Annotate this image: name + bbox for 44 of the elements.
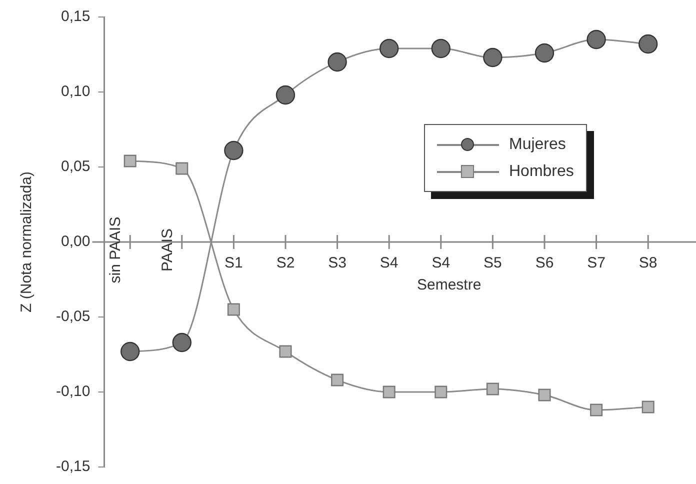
point xyxy=(483,48,502,68)
point xyxy=(124,154,136,168)
point xyxy=(328,52,347,72)
point xyxy=(172,332,192,352)
point xyxy=(642,400,654,414)
x-tick-label: S8 xyxy=(638,254,658,272)
legend-label: Mujeres xyxy=(509,136,566,154)
x-tick-label: S2 xyxy=(276,254,295,272)
y-tick-label: -0,10 xyxy=(56,383,90,400)
y-tick-label: -0,15 xyxy=(56,458,90,476)
y-tick-label: 0,00 xyxy=(60,233,90,250)
y-axis-title: Z (Nota normalizada) xyxy=(18,172,36,312)
x-tick-label: S4 xyxy=(380,254,398,272)
x-axis-title: Semestre xyxy=(416,276,482,294)
point xyxy=(379,38,399,58)
point xyxy=(120,342,140,362)
y-tick-label: 0,10 xyxy=(60,83,90,100)
legend-label: Hombres xyxy=(509,162,574,180)
y-tick-label: 0,15 xyxy=(60,8,90,26)
point xyxy=(538,388,551,402)
point xyxy=(331,374,344,386)
point xyxy=(279,345,292,358)
point xyxy=(638,34,658,54)
point xyxy=(434,386,448,398)
point xyxy=(590,404,603,416)
x-tick-label: S5 xyxy=(484,254,502,272)
point xyxy=(431,38,450,58)
point xyxy=(586,30,606,50)
point xyxy=(486,382,499,396)
x-tick-label: S6 xyxy=(535,254,554,272)
x-tick-label: sin PAAIS xyxy=(107,216,124,284)
point xyxy=(227,303,240,316)
point xyxy=(176,162,188,175)
point xyxy=(534,43,554,63)
x-tick-label: S3 xyxy=(328,254,346,272)
point xyxy=(224,140,244,160)
x-tick-label: PAAIS xyxy=(159,228,176,272)
point xyxy=(276,85,296,105)
x-tick-label: S7 xyxy=(587,254,606,272)
y-tick-label: 0,05 xyxy=(60,158,90,176)
y-tick-label: -0,05 xyxy=(56,308,90,326)
point xyxy=(382,386,396,398)
x-tick-label: S1 xyxy=(224,254,243,272)
x-tick-label: S4 xyxy=(432,254,450,272)
